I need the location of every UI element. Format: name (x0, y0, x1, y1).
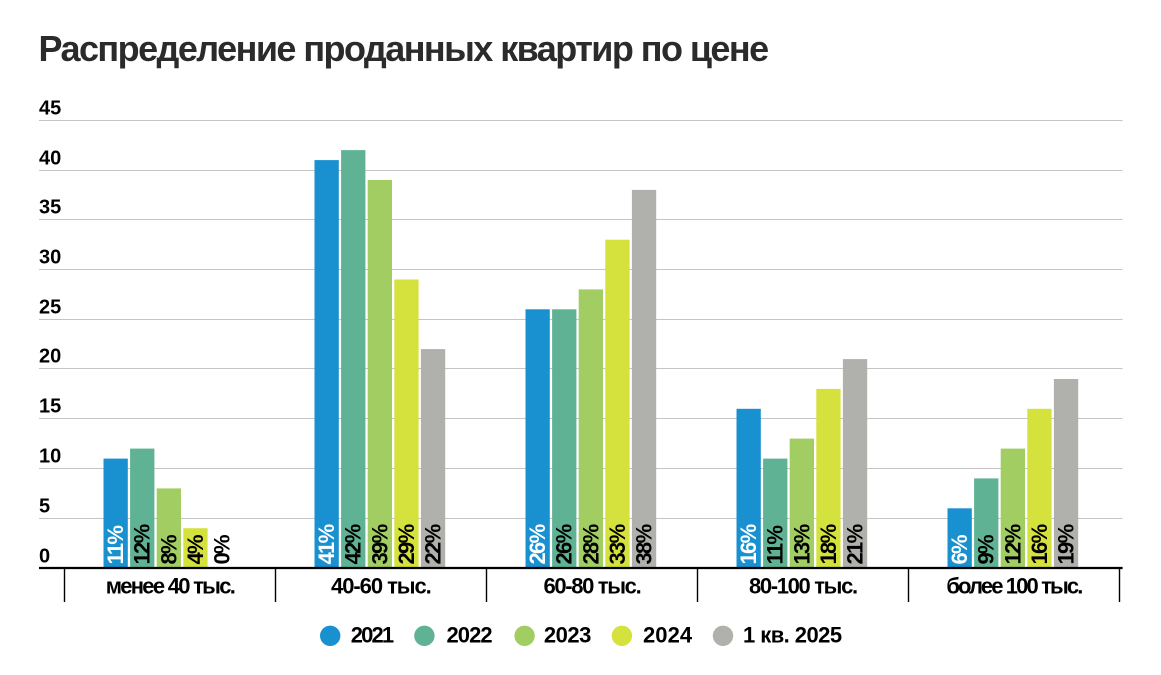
svg-text:2021: 2021 (351, 623, 394, 648)
svg-text:12%: 12% (130, 524, 155, 564)
svg-text:2024: 2024 (643, 623, 693, 648)
svg-text:8%: 8% (156, 535, 181, 565)
svg-text:29%: 29% (394, 524, 419, 564)
svg-text:2022: 2022 (447, 623, 493, 648)
svg-text:2023: 2023 (544, 623, 591, 648)
svg-text:45: 45 (39, 98, 61, 120)
svg-text:40-60 тыс.: 40-60 тыс. (331, 574, 431, 599)
svg-text:19%: 19% (1054, 524, 1079, 564)
svg-text:4%: 4% (183, 535, 208, 565)
svg-text:более 100 тыс.: более 100 тыс. (946, 574, 1082, 599)
svg-text:40: 40 (39, 148, 61, 170)
svg-text:11%: 11% (103, 526, 128, 565)
svg-text:0%: 0% (210, 535, 235, 565)
svg-text:21%: 21% (843, 524, 868, 564)
svg-text:Распределение проданных кварти: Распределение проданных квартир по цене (39, 28, 769, 69)
svg-text:менее 40 тыс.: менее 40 тыс. (106, 574, 235, 599)
svg-text:26%: 26% (552, 524, 577, 564)
svg-text:18%: 18% (816, 524, 841, 564)
svg-text:41%: 41% (314, 524, 339, 564)
svg-text:15: 15 (39, 396, 61, 418)
svg-text:16%: 16% (1027, 524, 1052, 564)
svg-text:25: 25 (39, 297, 61, 319)
svg-text:6%: 6% (947, 535, 972, 565)
svg-text:42%: 42% (341, 524, 366, 564)
svg-text:38%: 38% (632, 524, 657, 564)
svg-text:39%: 39% (367, 524, 392, 564)
svg-text:20: 20 (39, 346, 61, 368)
svg-text:35: 35 (39, 197, 61, 219)
svg-text:5: 5 (39, 496, 50, 518)
svg-text:26%: 26% (525, 524, 550, 564)
svg-text:28%: 28% (578, 524, 603, 564)
svg-text:11%: 11% (763, 526, 788, 565)
svg-text:22%: 22% (421, 524, 446, 564)
svg-text:10: 10 (39, 446, 61, 468)
svg-text:60-80 тыс.: 60-80 тыс. (543, 574, 640, 599)
svg-text:16%: 16% (736, 524, 761, 564)
svg-text:12%: 12% (1000, 524, 1025, 564)
svg-text:33%: 33% (605, 524, 630, 564)
svg-text:9%: 9% (974, 535, 999, 565)
svg-text:80-100 тыс.: 80-100 тыс. (749, 574, 857, 599)
svg-text:30: 30 (39, 247, 61, 269)
svg-text:13%: 13% (789, 524, 814, 564)
svg-text:0: 0 (39, 546, 50, 568)
svg-text:1 кв. 2025: 1 кв. 2025 (743, 623, 842, 648)
